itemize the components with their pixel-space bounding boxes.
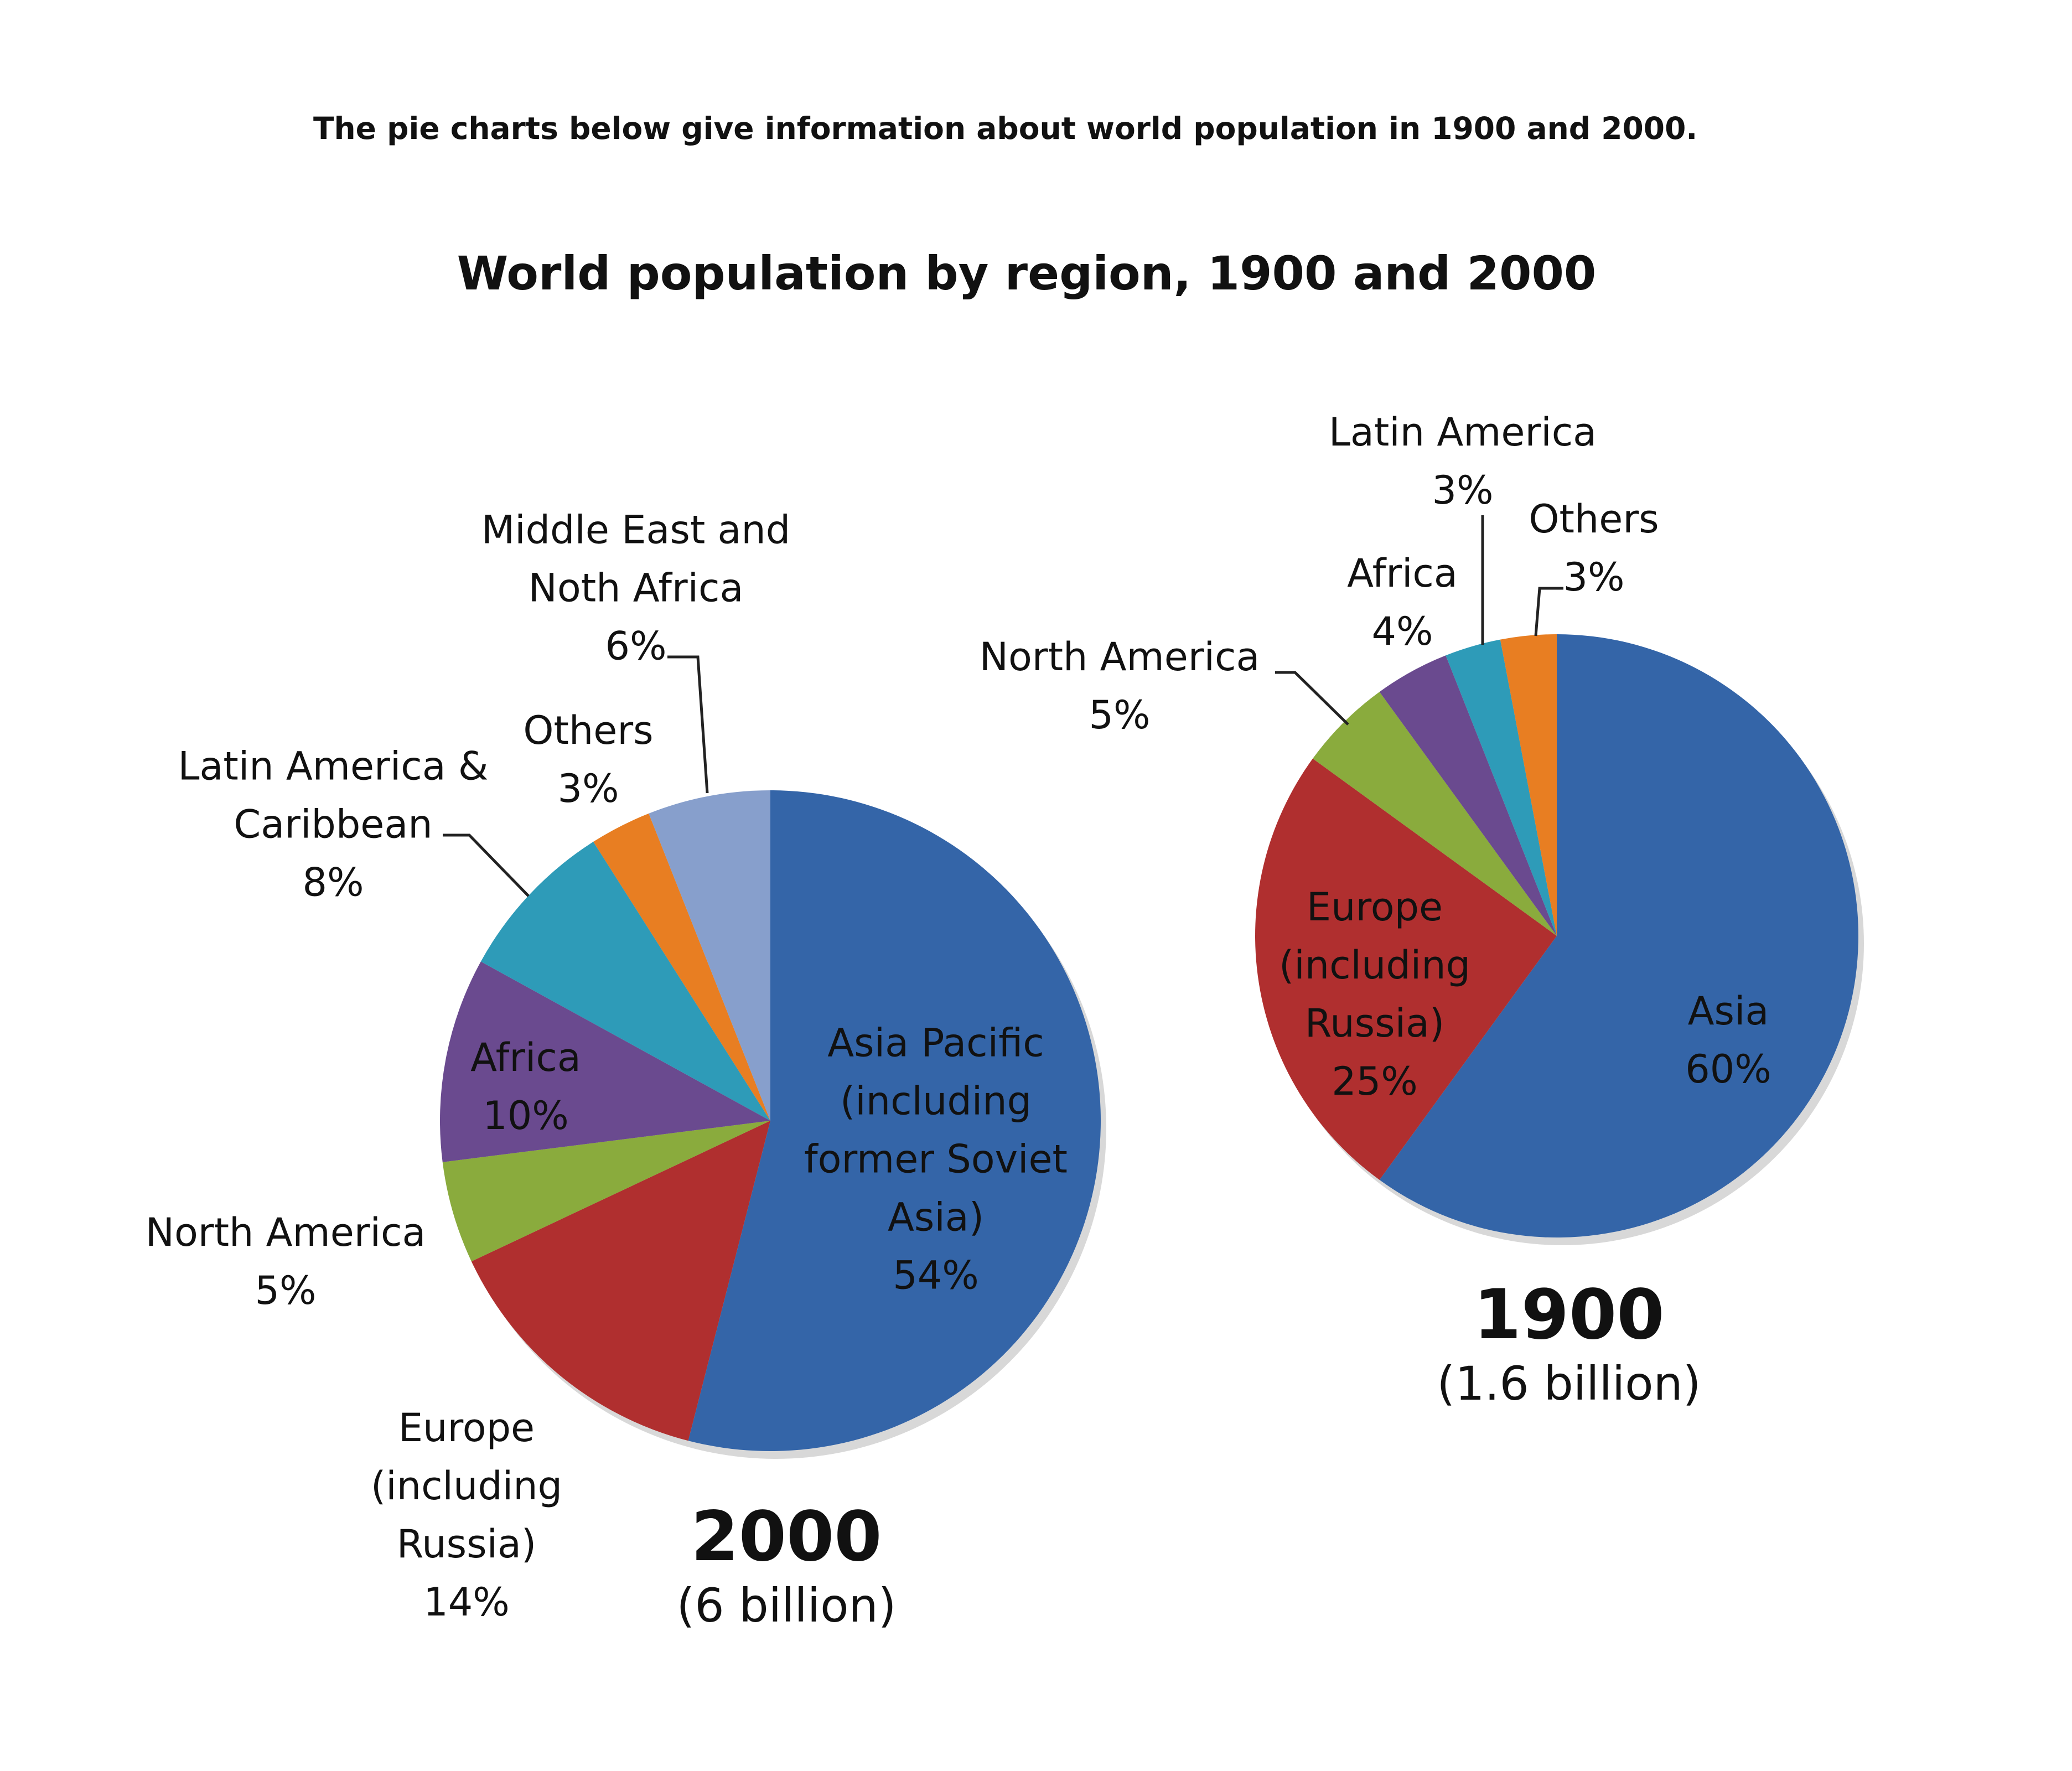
label-line: Russia) (396, 1521, 537, 1567)
pie-slice-others (593, 813, 770, 1121)
pie-slice-others (1500, 634, 1557, 936)
label-pct: 25% (1332, 1059, 1418, 1104)
year-1900: 1900 (1473, 1275, 1665, 1355)
label-others-1900: Others 3% (1529, 490, 1659, 607)
leader-line-latin-america-2000 (443, 833, 530, 897)
pie-slice-middle-east-and-noth-africa (649, 790, 770, 1121)
label-line: Europe (398, 1405, 535, 1451)
label-line: Others (1529, 496, 1659, 542)
label-line: (including (1278, 943, 1471, 988)
pie-slice-latin-america-caribbean (480, 841, 770, 1121)
total-1900: (1.6 billion) (1437, 1356, 1701, 1411)
label-africa-2000: Africa 10% (470, 1029, 581, 1145)
pie-2000 (440, 790, 1106, 1459)
label-pct: 10% (483, 1093, 569, 1138)
label-pct: 8% (302, 859, 364, 905)
label-europe-2000: Europe (including Russia) 14% (371, 1399, 562, 1632)
label-pct: 60% (1685, 1047, 1771, 1092)
label-pct: 3% (557, 766, 619, 811)
label-line: Noth Africa (528, 565, 744, 611)
label-asia-1900: Asia 60% (1685, 982, 1771, 1099)
label-pct: 4% (1371, 609, 1433, 654)
label-line: Asia (1687, 988, 1769, 1034)
label-line: Europe (1306, 884, 1443, 930)
label-asia-pacific-2000: Asia Pacific (including former Soviet As… (804, 1014, 1068, 1305)
label-line: Africa (470, 1035, 581, 1080)
label-line: Middle East and (481, 507, 791, 553)
intro-text: The pie charts below give information ab… (313, 111, 1698, 146)
label-pct: 6% (605, 623, 667, 669)
pie-slice-asia-pacific-including-former-soviet-asia- (688, 790, 1101, 1451)
label-line: Asia Pacific (827, 1020, 1044, 1066)
label-mena-2000: Middle East and Noth Africa 6% (481, 501, 790, 676)
pie-slice-north-america (1313, 692, 1557, 936)
label-line: Caribbean (234, 801, 433, 847)
pie-slice-latin-america (1446, 639, 1557, 936)
label-pct: 5% (255, 1268, 317, 1313)
label-north-america-1900: North America 5% (980, 628, 1260, 744)
label-europe-1900: Europe (including Russia) 25% (1279, 878, 1470, 1111)
label-line: North America (145, 1210, 426, 1255)
label-africa-1900: Africa 4% (1347, 545, 1458, 661)
label-latin-america-1900: Latin America 3% (1329, 403, 1597, 520)
label-line: Africa (1347, 551, 1458, 596)
leader-line-mena (667, 655, 709, 794)
label-pct: 3% (1432, 468, 1494, 513)
pie-slice-north-america (442, 1121, 770, 1262)
pie-slice-africa (440, 961, 770, 1162)
label-line: North America (979, 634, 1260, 680)
label-line: (including (840, 1078, 1032, 1124)
label-others-2000: Others 3% (523, 702, 653, 818)
leader-line-others-1900 (1534, 587, 1563, 636)
label-line: Latin America (1328, 410, 1597, 455)
label-pct: 54% (893, 1252, 979, 1298)
label-latin-america-2000: Latin America & Caribbean 8% (178, 738, 489, 912)
label-line: (including (370, 1463, 563, 1509)
pie-slice-europe-including-russia- (471, 1121, 770, 1441)
pie-slice-africa (1379, 655, 1557, 936)
leader-line-north-america-1900 (1275, 671, 1349, 726)
label-pct: 14% (423, 1580, 510, 1625)
label-line: Asia) (887, 1194, 985, 1240)
chart-title: World population by region, 1900 and 200… (457, 246, 1597, 301)
total-2000: (6 billion) (676, 1578, 897, 1633)
label-line: Others (523, 708, 654, 753)
pie-slice-asia (1379, 634, 1858, 1237)
year-2000: 2000 (691, 1497, 882, 1577)
pie-slice-europe-including-russia- (1255, 758, 1557, 1180)
label-line: former Soviet (804, 1136, 1068, 1182)
label-north-america-2000: North America 5% (146, 1204, 426, 1320)
label-pct: 3% (1563, 555, 1625, 600)
label-line: Russia) (1304, 1001, 1445, 1046)
leader-lines (443, 515, 1563, 897)
pie-1900 (1255, 634, 1864, 1245)
label-line: Latin America & (178, 743, 489, 789)
label-pct: 5% (1089, 692, 1151, 738)
